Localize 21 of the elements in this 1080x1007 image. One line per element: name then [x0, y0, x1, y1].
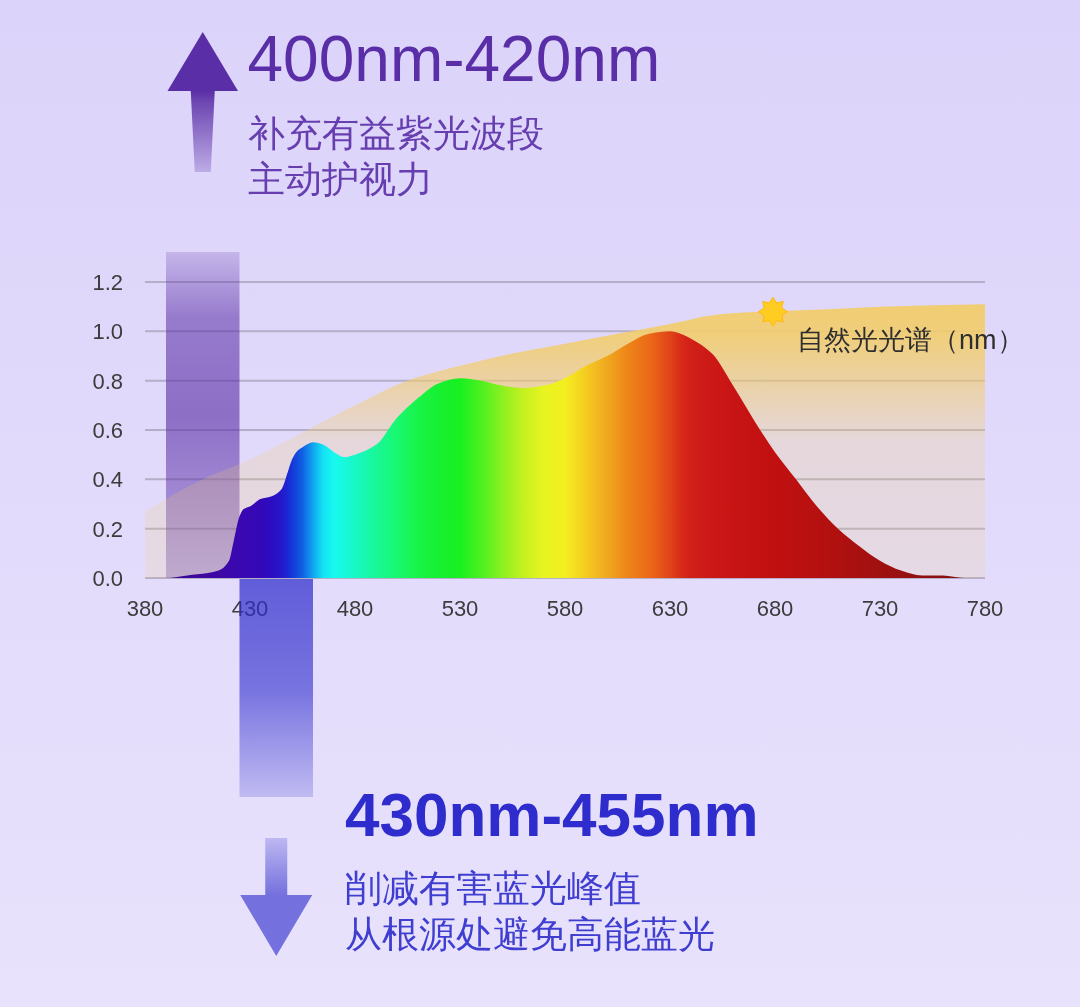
- xtick: 730: [861, 596, 899, 621]
- annotation: 从根源处避免高能蓝光: [345, 914, 715, 955]
- annotation: 主动护视力: [247, 159, 433, 200]
- ytick: 1.0: [92, 319, 123, 345]
- xtick: 780: [966, 596, 1004, 621]
- ytick: 0.8: [92, 368, 123, 394]
- ytick: 0.2: [92, 516, 123, 542]
- annotation: 430nm-455nm: [345, 780, 759, 849]
- xtick: 530: [441, 596, 479, 621]
- ytick: 1.2: [92, 270, 123, 295]
- xtick: 630: [651, 596, 689, 621]
- annotation: 削减有害蓝光峰值: [345, 868, 641, 909]
- xtick: 580: [546, 596, 584, 621]
- xtick: 680: [756, 596, 794, 621]
- ytick: 0.4: [92, 467, 123, 493]
- band-label: 400nm-420nm: [247, 23, 661, 95]
- xtick: 480: [336, 596, 374, 621]
- ytick: 0.0: [92, 566, 123, 591]
- ytick: 0.6: [92, 418, 123, 443]
- annotation: 补充有益紫光波段: [247, 113, 544, 154]
- xtick: 380: [126, 596, 164, 621]
